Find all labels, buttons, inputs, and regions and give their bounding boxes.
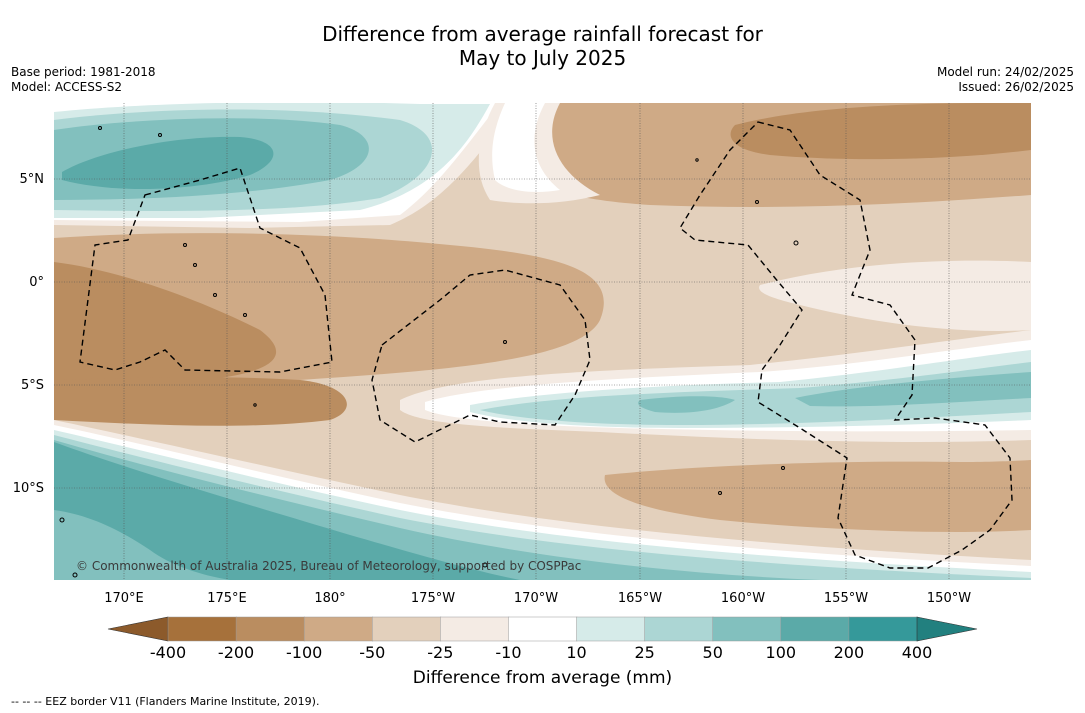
colorbar-tick-label: -10 — [495, 643, 521, 662]
colorbar-tick-label: -25 — [427, 643, 453, 662]
lat-labels: 5°N 0° 5°S 10°S — [13, 172, 44, 496]
lon-label: 155°W — [824, 591, 868, 606]
colorbar-tick-label: 10 — [566, 643, 586, 662]
colorbar: -400 -200 -100 -50 -25 -10 10 25 50 100 200 400 — [107, 616, 978, 662]
title-line-1: Difference from average rainfall forecas… — [322, 22, 763, 46]
island-outlines — [59, 126, 799, 578]
colorbar-tick-label: 200 — [834, 643, 865, 662]
lon-label: 150°W — [927, 591, 971, 606]
graticule — [54, 103, 1031, 580]
model-run-label: Model run: 24/02/2025 — [936, 65, 1074, 79]
lon-label: 175°W — [411, 591, 455, 606]
lat-label: 10°S — [13, 481, 44, 496]
colorbar-under-arrow — [107, 616, 169, 642]
lon-label: 180° — [314, 591, 345, 606]
lon-label: 175°E — [207, 591, 247, 606]
rainfall-anomaly-field: © Commonwealth of Australia 2025, Bureau… — [54, 103, 1031, 580]
colorbar-segment — [712, 616, 782, 642]
meta-right: Model run: 24/02/2025 Issued: 26/02/2025 — [937, 65, 1074, 95]
colorbar-segment — [848, 616, 918, 642]
lat-label: 5°N — [20, 172, 45, 187]
colorbar-segment — [644, 616, 714, 642]
lon-label: 170°W — [514, 591, 558, 606]
copyright-text: © Commonwealth of Australia 2025, Bureau… — [76, 559, 581, 573]
colorbar-tick-label: 100 — [766, 643, 797, 662]
model-label: Model: ACCESS-S2 — [11, 80, 123, 94]
colorbar-tick-label: 400 — [902, 643, 933, 662]
lon-label: 160°W — [721, 591, 765, 606]
colorbar-segment — [780, 616, 850, 642]
lon-labels: 170°E 175°E 180° 175°W 170°W 165°W 160°W… — [104, 591, 971, 606]
colorbar-segment — [303, 616, 374, 642]
map-title: Difference from average rainfall forecas… — [0, 22, 1085, 70]
lon-label: 165°W — [618, 591, 662, 606]
eez-legend-note: -- -- -- EEZ border V11 (Flanders Marine… — [11, 695, 320, 708]
meta-left: Base period: 1981-2018 Model: ACCESS-S2 — [11, 65, 156, 95]
colorbar-over-arrow — [916, 616, 978, 642]
colorbar-segment — [372, 616, 442, 642]
colorbar-tick-label: -400 — [150, 643, 186, 662]
title-line-2: May to July 2025 — [458, 46, 627, 70]
colorbar-tick-label: 50 — [703, 643, 723, 662]
colorbar-segment — [440, 616, 510, 642]
base-period-label: Base period: 1981-2018 — [11, 65, 156, 79]
issued-label: Issued: 26/02/2025 — [958, 80, 1074, 94]
colorbar-segment — [508, 616, 578, 642]
colorbar-segment — [235, 616, 305, 642]
colorbar-tick-label: 25 — [634, 643, 654, 662]
colorbar-segment — [167, 616, 237, 642]
lon-label: 170°E — [104, 591, 144, 606]
colorbar-tick-label: -200 — [218, 643, 254, 662]
lat-label: 0° — [29, 275, 44, 290]
colorbar-title: Difference from average (mm) — [412, 668, 673, 688]
colorbar-segment — [576, 616, 646, 642]
eez-borders — [79, 121, 1013, 569]
lat-label: 5°S — [21, 378, 44, 393]
colorbar-tick-label: -100 — [286, 643, 322, 662]
colorbar-tick-label: -50 — [359, 643, 385, 662]
